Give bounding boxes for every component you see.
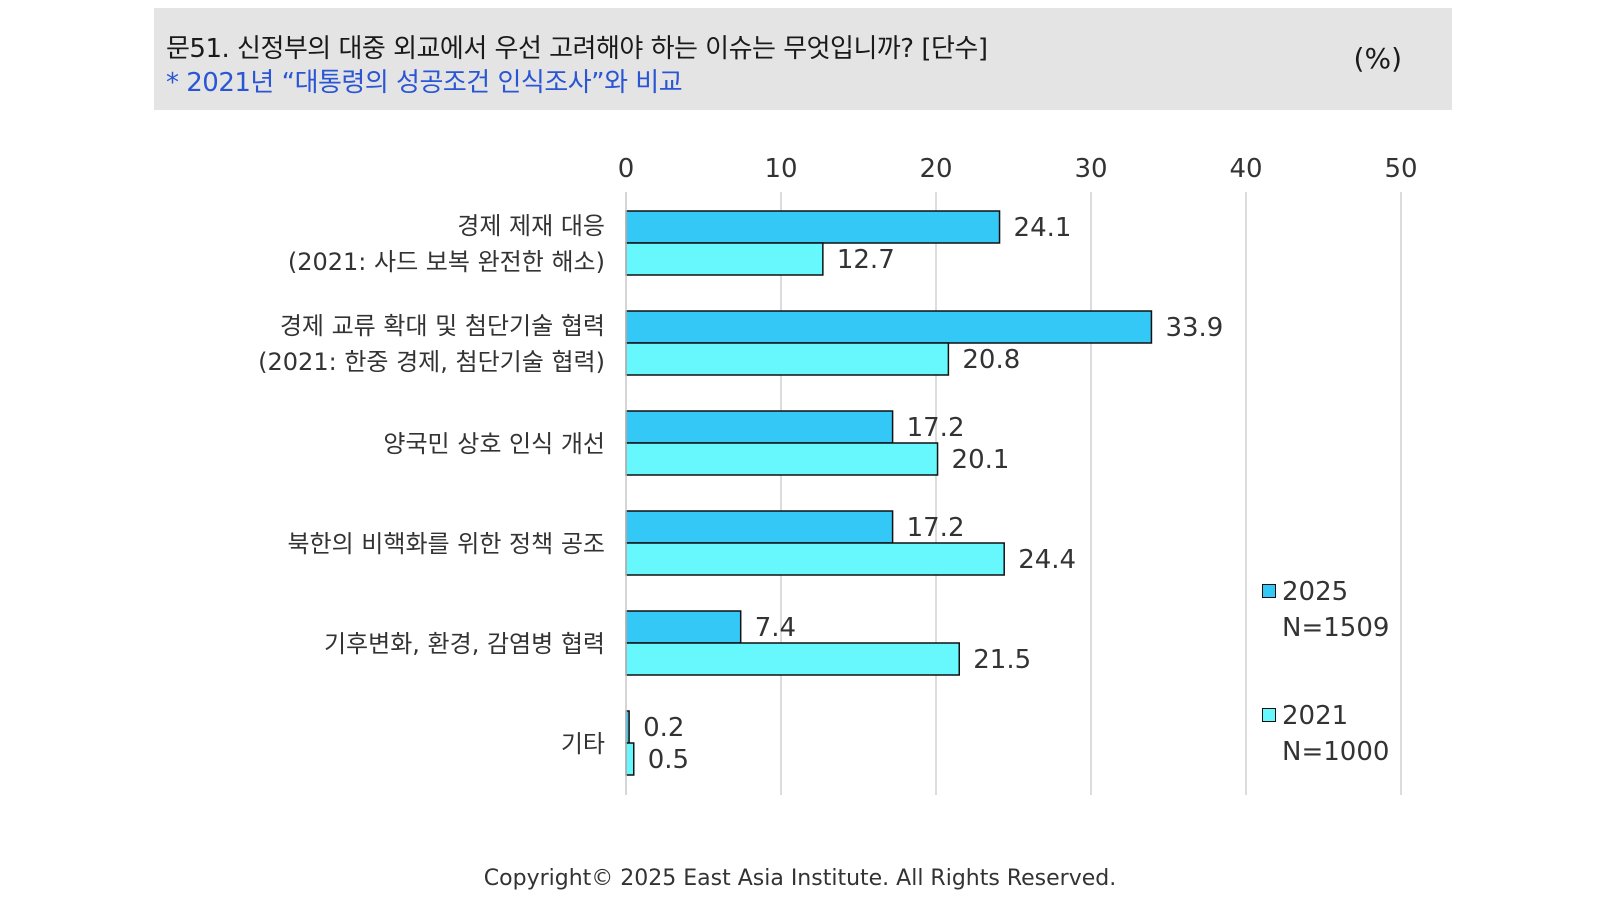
category-label: (2021: 사드 보복 완전한 해소) <box>288 248 605 276</box>
x-tick-label: 10 <box>764 154 797 184</box>
legend-swatch-2021 <box>1262 708 1276 722</box>
legend-n-2025: N=1509 <box>1282 613 1390 643</box>
x-tick-label: 30 <box>1074 154 1107 184</box>
data-label: 12.7 <box>837 245 895 275</box>
data-label: 0.2 <box>643 713 684 743</box>
unit-label: (%) <box>1353 42 1402 75</box>
data-label: 7.4 <box>755 613 796 643</box>
category-label: 경제 제재 대응 <box>457 212 605 240</box>
chart-title: 문51. 신정부의 대중 외교에서 우선 고려해야 하는 이슈는 무엇입니까? … <box>166 34 988 64</box>
data-label: 17.2 <box>907 413 965 443</box>
data-label: 21.5 <box>973 645 1031 675</box>
copyright-notice: Copyright© 2025 East Asia Institute. All… <box>483 866 1117 891</box>
data-label: 20.1 <box>952 445 1010 475</box>
bar <box>625 442 939 476</box>
bar <box>625 342 950 376</box>
data-label: 24.4 <box>1018 545 1076 575</box>
legend-n-2021: N=1000 <box>1282 737 1390 767</box>
category-label: 양국민 상호 인식 개선 <box>383 430 605 458</box>
category-label: 경제 교류 확대 및 첨단기술 협력 <box>280 312 605 340</box>
bar <box>625 510 894 544</box>
legend-label-2021: 2021 <box>1282 701 1349 731</box>
bar-chart: 0 10 20 30 40 50 24.1 12.7 경제 제재 대응 (2021: 사드 보복 … <box>258 154 1418 795</box>
x-tick-label: 20 <box>919 154 952 184</box>
bar <box>625 742 635 776</box>
data-label: 0.5 <box>648 745 689 775</box>
category-label: (2021: 한중 경제, 첨단기술 협력) <box>258 348 605 376</box>
x-tick-label: 40 <box>1229 154 1262 184</box>
bar <box>625 210 1001 244</box>
legend-label-2025: 2025 <box>1282 577 1349 607</box>
category-label: 기후변화, 환경, 감염병 협력 <box>324 630 605 658</box>
bar <box>625 410 894 444</box>
data-label: 24.1 <box>1014 213 1072 243</box>
bar <box>625 642 960 676</box>
legend-item-2025: 2025 N=1509 <box>1262 574 1389 646</box>
category-label: 기타 <box>561 730 605 758</box>
legend-item-2021: 2021 N=1000 <box>1262 698 1389 770</box>
legend-swatch-2025 <box>1262 584 1276 598</box>
data-label: 17.2 <box>907 513 965 543</box>
chart-header: 문51. 신정부의 대중 외교에서 우선 고려해야 하는 이슈는 무엇입니까? … <box>154 8 1452 110</box>
x-tick-label: 50 <box>1384 154 1417 184</box>
chart-subtitle: * 2021년 “대통령의 성공조건 인식조사”와 비교 <box>166 68 683 98</box>
data-label: 20.8 <box>962 345 1020 375</box>
data-label: 33.9 <box>1165 313 1223 343</box>
bar <box>625 542 1005 576</box>
bar <box>625 242 824 276</box>
bar <box>625 610 742 644</box>
x-tick-label: 0 <box>618 154 635 184</box>
category-label: 북한의 비핵화를 위한 정책 공조 <box>287 530 605 558</box>
bar <box>625 310 1153 344</box>
